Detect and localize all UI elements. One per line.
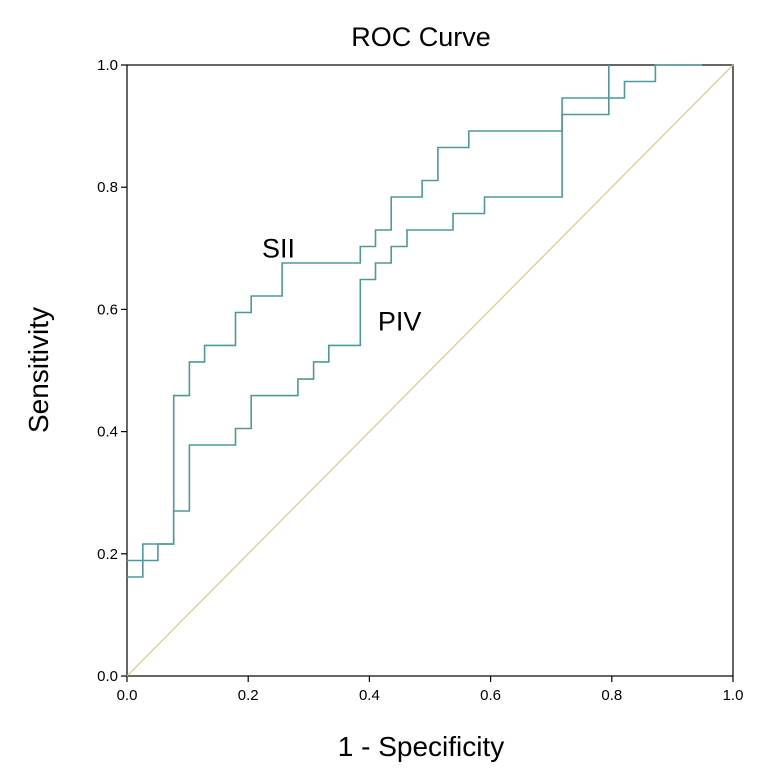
- y-tick-label: 1.0: [97, 57, 118, 74]
- y-tick-label: 0.6: [97, 301, 118, 318]
- x-tick-label: 0.0: [117, 687, 138, 704]
- y-tick-label: 0.8: [97, 179, 118, 196]
- x-tick-label: 0.2: [238, 687, 259, 704]
- series-line-sii: [127, 65, 610, 562]
- x-tick-label: 1.0: [723, 687, 744, 704]
- y-tick-label: 0.2: [97, 546, 118, 563]
- annotation-piv: PIV: [378, 307, 422, 337]
- series-line-reference-line: [126, 64, 734, 677]
- plot-frame: [126, 64, 734, 677]
- chart-title: ROC Curve: [351, 22, 491, 52]
- x-tick-label: 0.4: [359, 687, 380, 704]
- x-tick-label: 0.6: [480, 687, 501, 704]
- x-tick-label: 0.8: [601, 687, 622, 704]
- y-tick-label: 0.0: [97, 668, 118, 685]
- series-line-piv: [127, 64, 703, 578]
- x-axis-title: 1 - Specificity: [338, 731, 505, 762]
- y-tick-label: 0.4: [97, 424, 118, 441]
- y-axis-title: Sensitivity: [23, 307, 54, 433]
- annotation-sii: SII: [262, 233, 295, 263]
